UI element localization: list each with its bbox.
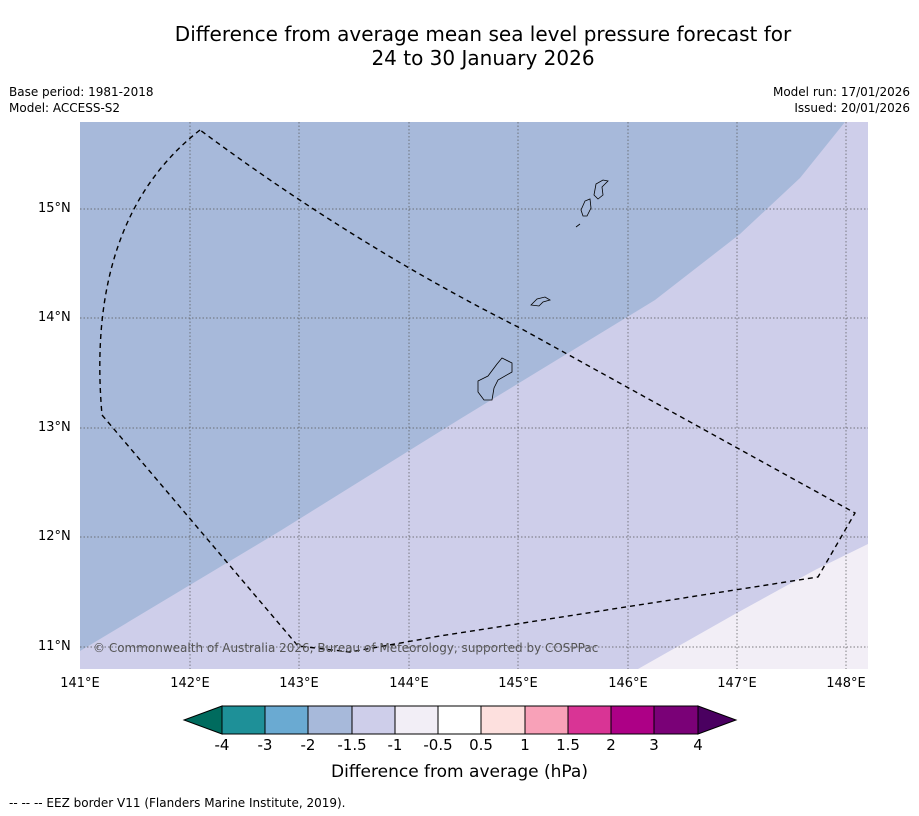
guam-island (477, 357, 513, 401)
colorbar-tick: 1.5 (556, 736, 580, 754)
colorbar-swatch (567, 705, 612, 735)
aguijan-island (575, 223, 581, 228)
lat-label-12n: 12°N (38, 529, 71, 544)
colorbar-swatch (610, 705, 655, 735)
copyright-notice: © Commonwealth of Australia 2026, Bureau… (93, 641, 599, 655)
colorbar-tick: -4 (214, 736, 230, 754)
title-line-1: Difference from average mean sea level p… (174, 22, 792, 46)
lat-label-14n: 14°N (38, 310, 71, 325)
colorbar-low-extension (182, 705, 223, 735)
base-period: Base period: 1981-2018 (9, 85, 154, 99)
rota-island (530, 296, 551, 307)
eez-footnote: -- -- -- EEZ border V11 (Flanders Marine… (9, 796, 346, 810)
anomaly-zone-minus1-5-to-minus1 (80, 122, 868, 669)
colorbar-swatch (653, 705, 699, 735)
land-masses (477, 179, 609, 401)
map-plot-area (80, 122, 868, 669)
meta-left: Base period: 1981-2018 Model: ACCESS-S2 (9, 84, 154, 116)
lon-label-146e: 146°E (608, 676, 648, 691)
colorbar-swatch (351, 705, 396, 735)
colorbar-swatch (264, 705, 309, 735)
colorbar-tick: 2 (606, 736, 616, 754)
colorbar-swatch (307, 705, 353, 735)
model-run: Model run: 17/01/2026 (772, 85, 910, 99)
lon-label-143e: 143°E (279, 676, 319, 691)
graticule (80, 122, 868, 669)
lat-label-11n: 11°N (38, 639, 71, 654)
lat-label-15n: 15°N (38, 201, 71, 216)
colorbar-tick: -1.5 (337, 736, 367, 754)
colorbar-tick: 0.5 (469, 736, 493, 754)
colorbar (182, 705, 738, 735)
colorbar-swatch (221, 705, 266, 735)
lat-label-13n: 13°N (38, 420, 71, 435)
meta-right: Model run: 17/01/2026 Issued: 20/01/2026 (773, 84, 910, 116)
anomaly-zone-minus1-to-minus0-5 (638, 544, 868, 669)
colorbar-swatch (480, 705, 526, 735)
colorbar-swatch (437, 705, 482, 735)
lon-label-145e: 145°E (498, 676, 538, 691)
colorbar-tick: -1 (387, 736, 403, 754)
chart-title: Difference from average mean sea level p… (0, 22, 919, 70)
colorbar-swatch (524, 705, 569, 735)
model-name: Model: ACCESS-S2 (9, 101, 121, 115)
colorbar-tick: 3 (649, 736, 659, 754)
saipan-island (593, 179, 609, 200)
colorbar-tick: 1 (520, 736, 530, 754)
colorbar-label: Difference from average (hPa) (331, 762, 588, 782)
lon-label-142e: 142°E (170, 676, 210, 691)
colorbar-tick: -3 (257, 736, 273, 754)
colorbar-tick: -0.5 (423, 736, 453, 754)
colorbar-tick: 4 (693, 736, 703, 754)
issued-date: Issued: 20/01/2026 (794, 101, 910, 115)
colorbar-tick: -2 (300, 736, 316, 754)
tinian-island (580, 198, 592, 217)
eez-border-line (99, 129, 856, 653)
lon-label-144e: 144°E (389, 676, 429, 691)
colorbar-high-extension (697, 705, 738, 735)
lon-label-147e: 147°E (717, 676, 757, 691)
title-line-2: 24 to 30 January 2026 (371, 46, 595, 70)
lon-label-148e: 148°E (826, 676, 866, 691)
colorbar-swatch (394, 705, 439, 735)
lon-label-141e: 141°E (60, 676, 100, 691)
